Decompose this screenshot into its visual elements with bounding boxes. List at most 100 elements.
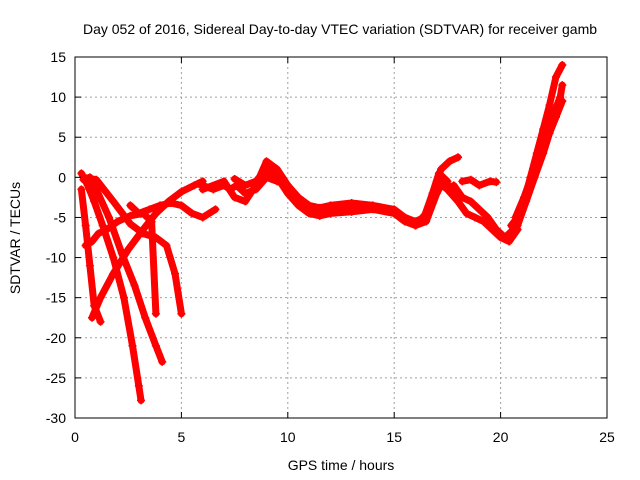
data-point-marker [134,209,143,218]
data-point-marker [102,225,111,234]
data-series-trace-6 [88,177,207,322]
data-point-marker [551,113,560,122]
data-point-marker [92,175,101,184]
data-point-marker [188,209,197,218]
x-tick-label: 10 [280,429,296,445]
plot-frame [74,56,608,419]
data-point-marker [109,197,118,206]
data-point-marker [545,101,554,110]
data-point-marker [126,219,135,228]
data-series-trace-16 [513,97,567,230]
data-series-trace-1 [77,169,145,405]
data-point-marker [545,129,554,138]
y-tick-label: -30 [46,410,66,426]
data-point-marker [530,173,539,182]
y-axis-label: SDTVAR / TECUs [7,182,23,294]
data-point-marker [177,187,186,196]
data-point-marker [496,233,505,242]
data-point-marker [126,211,135,220]
data-point-marker [445,157,454,166]
data-point-marker [136,396,145,405]
data-point-marker [211,205,220,214]
data-point-marker [158,357,167,366]
data-point-marker [273,173,282,182]
data-point-marker [273,165,282,174]
data-point-marker [141,313,150,322]
data-point-marker [454,197,463,206]
data-point-marker [156,201,165,210]
data-series-trace-12 [432,177,522,246]
data-point-marker [241,197,250,206]
data-series-trace-13 [458,175,501,190]
data-point-marker [88,313,97,322]
data-point-marker [198,185,207,194]
data-point-marker [454,153,463,162]
data-point-marker [134,381,143,390]
data-point-marker [483,213,492,222]
data-point-marker [522,197,531,206]
data-point-marker [162,241,171,250]
y-tick-label: -20 [46,330,66,346]
data-point-marker [109,269,118,278]
data-point-marker [368,205,377,214]
data-point-marker [400,217,409,226]
data-point-marker [194,179,203,188]
data-point-marker [124,245,133,254]
data-point-marker [90,197,99,206]
data-point-marker [428,189,437,198]
y-tick-label: -5 [54,209,67,225]
data-point-marker [462,209,471,218]
data-point-marker [126,201,135,210]
x-axis-label: GPS time / hours [288,457,395,473]
data-point-marker [422,209,431,218]
data-point-marker [130,281,139,290]
grid [75,57,607,418]
data-point-marker [390,209,399,218]
data-point-marker [443,185,452,194]
data-point-marker [492,178,501,187]
data-point-marker [113,217,122,226]
data-point-marker [88,237,97,246]
data-point-marker [466,197,475,206]
axis-ticks [74,56,608,419]
data-point-marker [471,213,480,222]
data-point-marker [458,193,467,202]
data-point-marker [262,165,271,174]
data-point-marker [558,81,567,90]
data-point-marker [219,177,228,186]
data-point-marker [305,209,314,218]
data-point-marker [251,177,260,186]
data-point-marker [151,341,160,350]
x-tick-label: 0 [71,429,79,445]
data-point-marker [411,221,420,230]
data-point-marker [443,177,452,186]
x-tick-label: 15 [386,429,402,445]
data-point-marker [432,177,441,186]
series-trace-line [433,177,522,245]
data-point-marker [466,175,475,184]
y-tick-label: 0 [58,169,66,185]
data-point-marker [128,341,137,350]
x-tick-labels: 0 5 10 15 20 25 [71,429,615,445]
data-point-marker [230,193,239,202]
x-tick-label: 25 [599,429,615,445]
y-tick-label: 10 [50,89,66,105]
data-point-marker [171,269,180,278]
data-point-marker [458,177,467,186]
data-point-marker [151,209,160,218]
data-point-marker [479,217,488,226]
data-point-marker [81,221,90,230]
data-point-marker [475,181,484,190]
data-point-marker [92,185,101,194]
data-point-marker [294,201,303,210]
data-series-trace-14 [507,61,567,230]
data-point-marker [326,209,335,218]
data-point-marker [485,177,494,186]
chart-title: Day 052 of 2016, Sidereal Day-to-day VTE… [83,21,597,37]
data-point-marker [81,241,90,250]
data-point-marker [105,213,114,222]
y-tick-label: -15 [46,290,66,306]
data-series-trace-7 [126,199,220,222]
data-point-marker [488,225,497,234]
data-point-marker [551,73,560,82]
